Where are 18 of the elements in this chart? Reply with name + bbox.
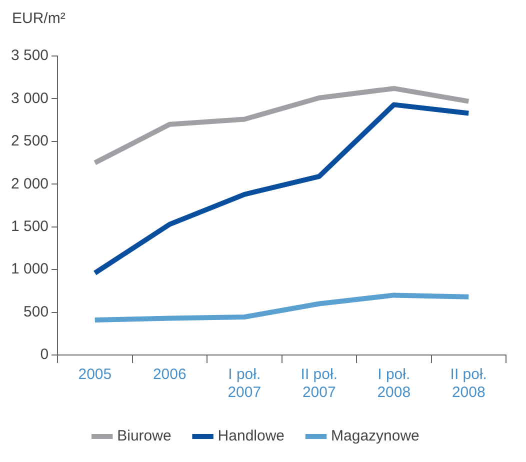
y-tick-label: 3 000	[10, 90, 49, 107]
y-tick-label: 2 500	[10, 132, 49, 150]
legend-label: Handlowe	[218, 428, 285, 445]
y-tick-label: 500	[24, 303, 49, 320]
y-tick-label: 2 000	[10, 175, 49, 192]
x-tick-label: II poł. 2008	[450, 366, 487, 402]
legend-label: Biurowe	[117, 428, 172, 445]
x-tick-label: II poł. 2007	[300, 366, 338, 402]
x-tick-label: I poł. 2007	[228, 366, 262, 402]
y-tick-label: 0	[40, 346, 49, 364]
y-tick-label: 1 000	[10, 260, 49, 278]
x-tick-label: 2005	[78, 366, 112, 384]
x-tick-label: I poł. 2008	[377, 366, 411, 402]
x-tick-label: 2006	[152, 366, 186, 384]
legend-label: Magazynowe	[331, 428, 420, 445]
y-axis-title: EUR/m²	[12, 10, 66, 27]
y-tick-label: 1 500	[10, 218, 49, 235]
y-tick-label: 3 500	[10, 47, 49, 64]
